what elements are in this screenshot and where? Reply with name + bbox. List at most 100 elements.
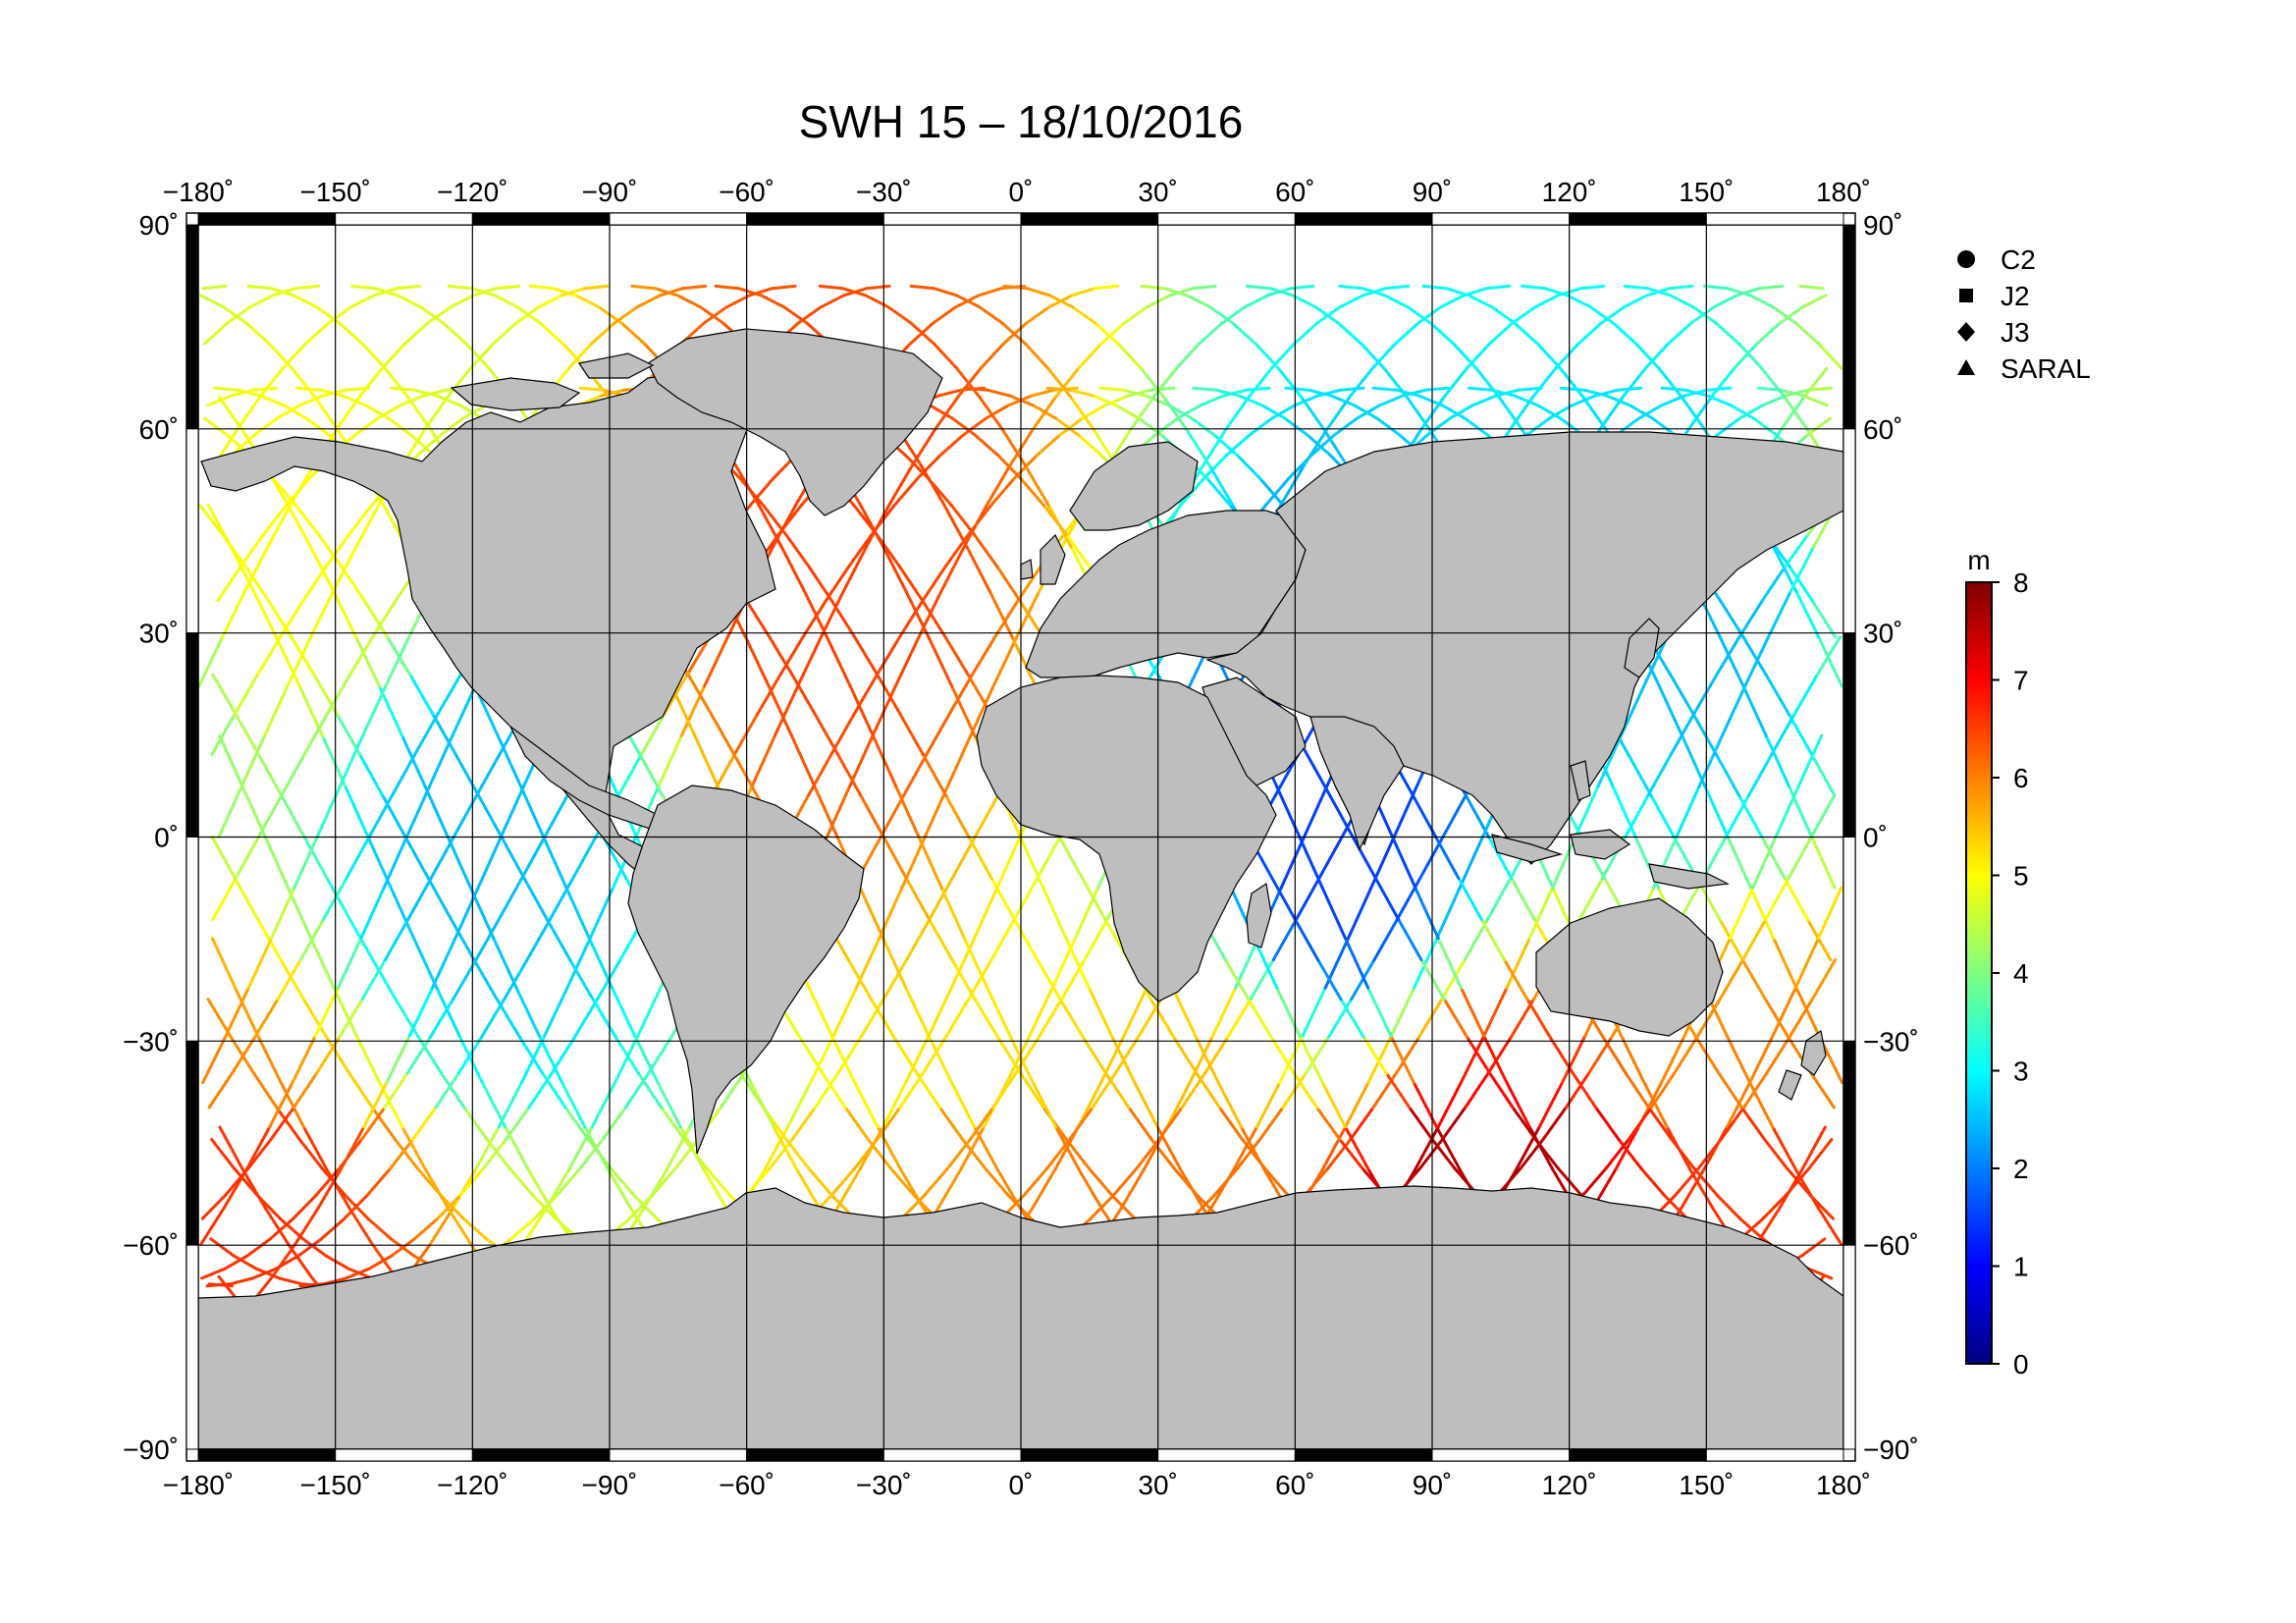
track-segment xyxy=(345,836,371,881)
track-segment xyxy=(991,1071,1018,1109)
track-segment xyxy=(1805,416,1833,437)
track-segment xyxy=(686,673,714,716)
track-segment xyxy=(1174,342,1201,370)
track-segment xyxy=(961,1138,988,1170)
track-segment xyxy=(1541,1106,1568,1141)
track-segment xyxy=(1414,886,1440,941)
track-segment xyxy=(1425,416,1452,437)
track-segment xyxy=(950,416,977,437)
track-segment xyxy=(1248,416,1274,437)
track-segment xyxy=(1071,305,1097,325)
legend-triangle-symbol xyxy=(1957,359,1975,375)
track-segment xyxy=(867,1138,893,1170)
track-segment xyxy=(1571,1071,1598,1109)
track-segment xyxy=(1764,877,1790,921)
track-segment xyxy=(413,712,440,756)
track-segment xyxy=(556,1166,582,1197)
track-segment xyxy=(807,753,833,797)
track-segment xyxy=(471,287,498,298)
track-segment xyxy=(531,1193,558,1220)
track-segment xyxy=(921,565,947,603)
track-segment xyxy=(1468,386,1494,392)
track-segment xyxy=(199,1207,226,1246)
track-segment xyxy=(363,404,391,420)
track-segment xyxy=(962,503,988,549)
track-segment xyxy=(881,545,908,593)
track-segment xyxy=(886,305,913,325)
track-segment xyxy=(371,599,398,639)
track-segment xyxy=(1794,986,1821,1038)
track-segment xyxy=(383,918,410,962)
track-segment xyxy=(1627,1106,1653,1141)
track-segment xyxy=(423,396,450,432)
track-segment xyxy=(1234,937,1260,990)
track-segment xyxy=(458,1166,485,1197)
track-segment xyxy=(240,733,267,788)
track-segment xyxy=(673,1138,700,1170)
track-segment xyxy=(1202,1035,1230,1075)
track-segment xyxy=(1068,388,1095,398)
track-segment xyxy=(1337,321,1363,346)
track-segment xyxy=(1740,958,1767,1001)
track-segment xyxy=(1016,565,1042,603)
track-segment xyxy=(1325,396,1352,432)
track-segment xyxy=(1669,294,1695,309)
track-segment xyxy=(1372,918,1399,962)
track-segment xyxy=(1041,504,1069,536)
track-segment xyxy=(778,635,805,676)
track-segment xyxy=(325,673,351,716)
track-segment xyxy=(347,504,374,536)
lon-tick-label: −120˚ xyxy=(437,177,507,207)
track-segment xyxy=(1778,305,1804,325)
track-segment xyxy=(1293,321,1319,346)
track-segment xyxy=(1192,386,1218,392)
track-segment xyxy=(1807,1138,1834,1170)
track-segment xyxy=(1046,366,1073,400)
track-segment xyxy=(1208,305,1235,325)
track-segment xyxy=(198,636,224,688)
track-segment xyxy=(699,305,725,325)
track-segment xyxy=(495,998,521,1039)
track-segment xyxy=(1784,1166,1811,1197)
track-segment xyxy=(1815,635,1842,676)
track-segment xyxy=(1031,396,1057,432)
track-segment xyxy=(1198,321,1224,346)
track-segment xyxy=(244,1125,272,1171)
track-segment xyxy=(847,533,874,568)
track-segment xyxy=(1413,937,1439,990)
track-segment xyxy=(1657,366,1683,400)
track-segment xyxy=(508,1166,535,1197)
track-segment xyxy=(1604,1138,1630,1170)
track-segment xyxy=(762,504,788,536)
lon-tick-label: 180˚ xyxy=(1816,177,1871,207)
land-australia xyxy=(1535,897,1724,1037)
land-madagascar xyxy=(1246,882,1272,948)
track-segment xyxy=(354,503,381,549)
track-segment xyxy=(1681,396,1707,432)
track-segment xyxy=(1035,433,1062,458)
track-segment xyxy=(1041,886,1068,941)
track-segment xyxy=(881,836,908,881)
track-segment xyxy=(1347,886,1373,941)
lon-tick-label: −180˚ xyxy=(163,177,234,207)
track-segment xyxy=(447,1207,473,1246)
track-segment xyxy=(1065,533,1092,568)
track-segment xyxy=(1576,321,1603,346)
track-segment xyxy=(338,998,364,1039)
track-segment xyxy=(1680,1167,1706,1210)
track-segment xyxy=(210,836,237,881)
track-segment xyxy=(876,673,902,716)
track-segment xyxy=(1220,305,1247,325)
track-segment xyxy=(1395,877,1422,921)
track-segment xyxy=(1302,428,1328,467)
track-segment xyxy=(1719,636,1745,688)
track-segment xyxy=(853,635,880,676)
track-segment xyxy=(1001,428,1028,467)
track-segment xyxy=(1005,1034,1032,1085)
track-segment xyxy=(1689,305,1716,325)
track-segment xyxy=(893,636,921,688)
track-segment xyxy=(841,545,868,593)
colorbar-tick-label: 7 xyxy=(2013,666,2029,696)
track-segment xyxy=(1817,342,1843,370)
track-segment xyxy=(1054,416,1081,437)
